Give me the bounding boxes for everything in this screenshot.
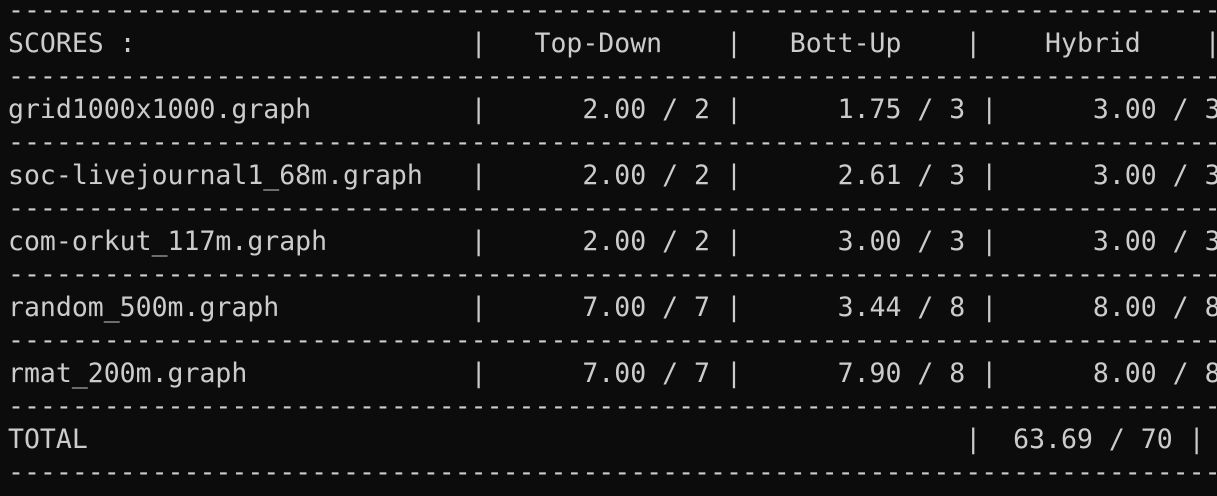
separator-line: ----------------------------------------… — [8, 391, 1217, 422]
terminal-output: ----------------------------------------… — [8, 0, 1217, 488]
table-row: rmat_200m.graph | 7.00 / 7 | 7.90 / 8 | … — [8, 358, 1217, 389]
separator-line: ----------------------------------------… — [8, 127, 1217, 158]
separator-line: ----------------------------------------… — [8, 61, 1217, 92]
separator-line: ----------------------------------------… — [8, 193, 1217, 224]
table-row: random_500m.graph | 7.00 / 7 | 3.44 / 8 … — [8, 292, 1217, 323]
table-header-row: SCORES : | Top-Down | Bott-Up | Hybrid | — [8, 28, 1217, 59]
separator-line: ----------------------------------------… — [8, 259, 1217, 290]
separator-line: ----------------------------------------… — [8, 325, 1217, 356]
table-row: soc-livejournal1_68m.graph | 2.00 / 2 | … — [8, 160, 1217, 191]
table-row: grid1000x1000.graph | 2.00 / 2 | 1.75 / … — [8, 94, 1217, 125]
separator-line: ----------------------------------------… — [8, 457, 1217, 488]
separator-line: ----------------------------------------… — [8, 0, 1217, 26]
total-row: TOTAL | 63.69 / 70 | — [8, 424, 1205, 455]
table-row: com-orkut_117m.graph | 2.00 / 2 | 3.00 /… — [8, 226, 1217, 257]
